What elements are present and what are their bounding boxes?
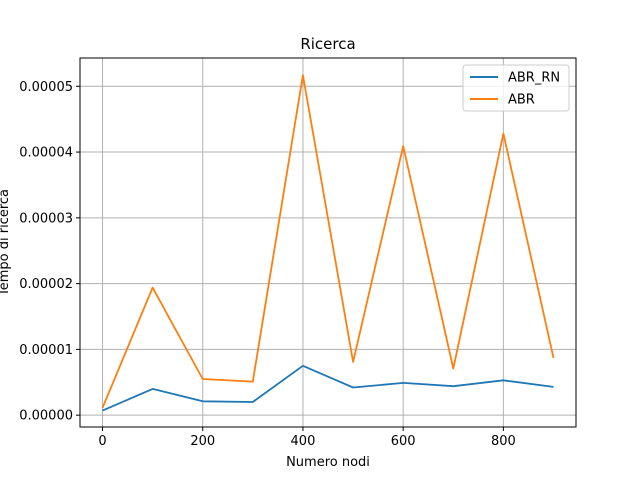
x-tick-label: 200 [190, 434, 215, 449]
legend-label: ABR_RN [508, 71, 560, 86]
y-tick-label: 0.00001 [19, 343, 73, 358]
y-tick-label: 0.00005 [19, 80, 73, 95]
axis-ticks: 0 200 400 600 800 0.00000 0.00001 0.00002 0.0000… [19, 80, 516, 449]
chart-title: Ricerca [300, 35, 355, 53]
series-line-abr-rn [102, 364, 554, 412]
y-tick-label: 0.00003 [19, 211, 73, 226]
x-tick-label: 800 [491, 434, 516, 449]
legend: ABR_RN ABR [462, 64, 570, 112]
series-line-abr [101, 74, 555, 409]
legend-label: ABR [508, 93, 535, 108]
y-tick-label: 0.00000 [19, 409, 73, 424]
x-tick-label: 400 [291, 434, 316, 449]
y-tick-label: 0.00004 [19, 146, 73, 161]
x-tick-label: 600 [391, 434, 416, 449]
plot-frame [79, 57, 577, 428]
y-tick-label: 0.00002 [19, 277, 73, 292]
series-lines [101, 74, 555, 412]
y-axis-label: Tempo di ricerca [0, 189, 12, 297]
x-axis-label: Numero nodi [286, 455, 370, 470]
x-tick-label: 0 [98, 434, 106, 449]
